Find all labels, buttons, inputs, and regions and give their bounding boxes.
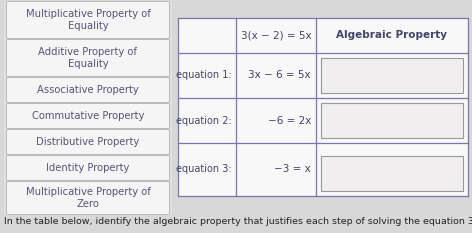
Text: Commutative Property: Commutative Property <box>32 111 144 121</box>
Bar <box>178 18 468 196</box>
FancyBboxPatch shape <box>7 1 169 38</box>
FancyBboxPatch shape <box>7 78 169 103</box>
Text: Identity Property: Identity Property <box>46 163 130 173</box>
Bar <box>321 103 463 138</box>
Text: Distributive Property: Distributive Property <box>36 137 140 147</box>
Text: Additive Property of
Equality: Additive Property of Equality <box>39 47 137 69</box>
FancyBboxPatch shape <box>7 155 169 181</box>
Text: equation 2:: equation 2: <box>176 116 232 126</box>
Text: Multiplicative Property of
Zero: Multiplicative Property of Zero <box>25 187 151 209</box>
Text: Multiplicative Property of
Equality: Multiplicative Property of Equality <box>25 9 151 31</box>
Bar <box>321 58 463 93</box>
Text: Algebraic Property: Algebraic Property <box>337 31 447 41</box>
Text: In the table below, identify the algebraic property that justifies each step of : In the table below, identify the algebra… <box>4 217 472 226</box>
Text: Associative Property: Associative Property <box>37 85 139 95</box>
Text: 3x − 6 = 5x: 3x − 6 = 5x <box>248 71 311 80</box>
Text: −3 = x: −3 = x <box>274 164 311 175</box>
FancyBboxPatch shape <box>7 40 169 76</box>
Bar <box>321 156 463 191</box>
Text: −6 = 2x: −6 = 2x <box>268 116 311 126</box>
Text: equation 1:: equation 1: <box>177 71 232 80</box>
FancyBboxPatch shape <box>7 103 169 129</box>
Text: 3(x − 2) = 5x: 3(x − 2) = 5x <box>241 31 312 41</box>
FancyBboxPatch shape <box>7 182 169 215</box>
Text: equation 3:: equation 3: <box>177 164 232 175</box>
Bar <box>4 3 172 215</box>
FancyBboxPatch shape <box>7 130 169 154</box>
